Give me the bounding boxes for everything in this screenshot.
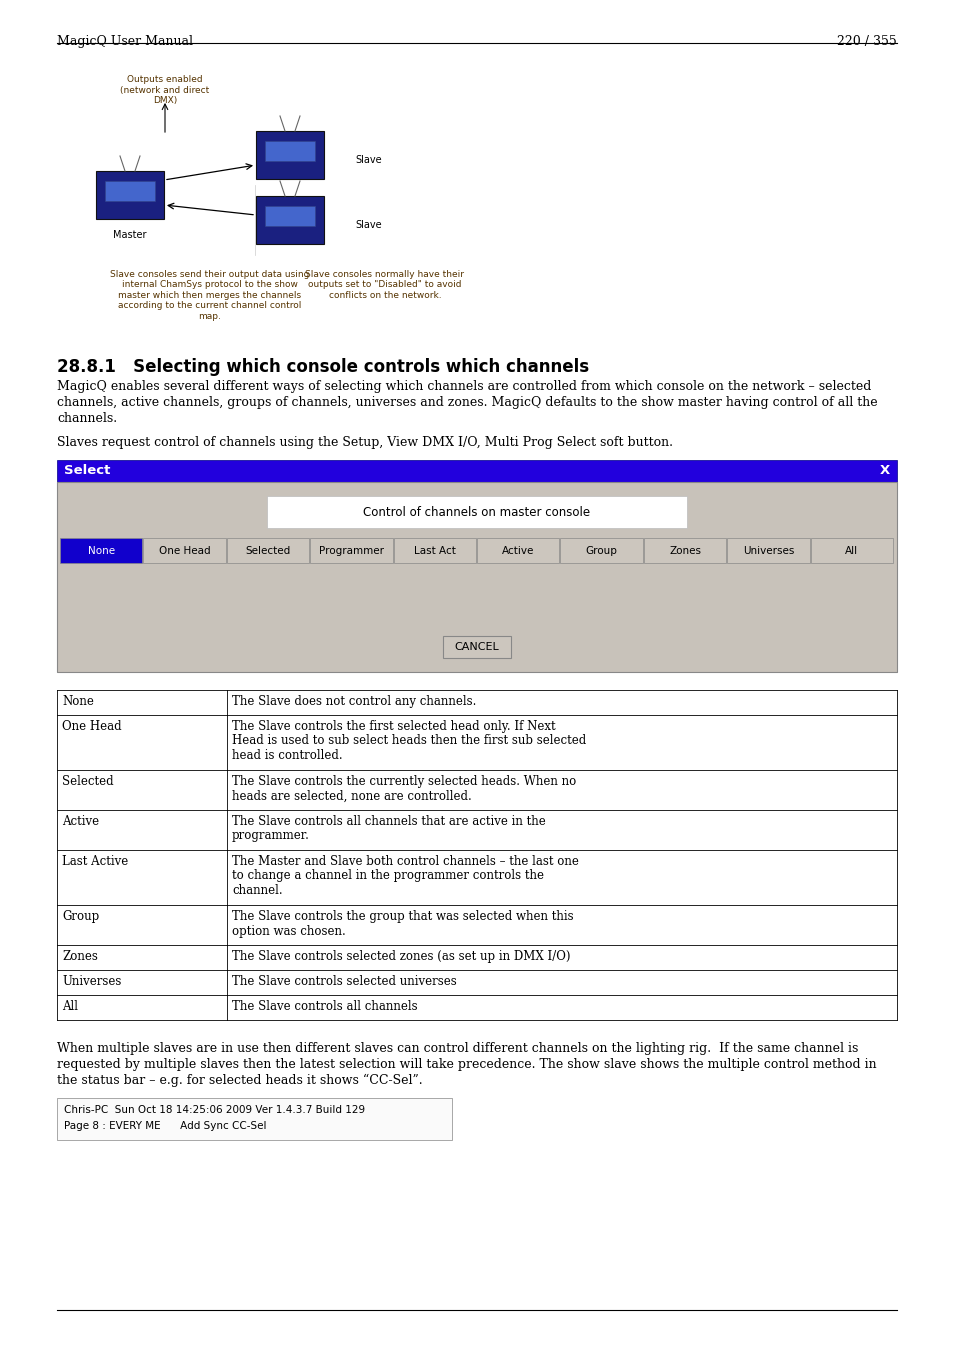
Text: CANCEL: CANCEL [455,643,498,652]
Text: 28.8.1   Selecting which console controls which channels: 28.8.1 Selecting which console controls … [57,358,589,377]
Text: Page 8 : EVERY ME      Add Sync CC-Sel: Page 8 : EVERY ME Add Sync CC-Sel [64,1120,266,1131]
Text: channels, active channels, groups of channels, universes and zones. MagicQ defau: channels, active channels, groups of cha… [57,396,877,409]
Text: The Slave does not control any channels.: The Slave does not control any channels. [232,695,476,707]
Text: When multiple slaves are in use then different slaves can control different chan: When multiple slaves are in use then dif… [57,1042,858,1054]
Text: Head is used to sub select heads then the first sub selected: Head is used to sub select heads then th… [232,734,586,748]
Text: MagicQ User Manual: MagicQ User Manual [57,35,193,49]
Text: 220 / 355: 220 / 355 [837,35,896,49]
Bar [57,460,896,482]
Text: Outputs enabled
(network and direct
DMX): Outputs enabled (network and direct DMX) [120,76,210,105]
Text: Universes: Universes [62,975,121,988]
Text: One Head: One Head [62,720,121,733]
Text: to change a channel in the programmer controls the: to change a channel in the programmer co… [232,869,543,883]
Bar [267,495,686,528]
Text: Control of channels on master console: Control of channels on master console [363,505,590,518]
Bar [227,539,309,563]
Text: Universes: Universes [742,545,793,555]
Text: heads are selected, none are controlled.: heads are selected, none are controlled. [232,790,471,802]
Text: channel.: channel. [232,884,282,896]
Text: Chris-PC  Sun Oct 18 14:25:06 2009 Ver 1.4.3.7 Build 129: Chris-PC Sun Oct 18 14:25:06 2009 Ver 1.… [64,1106,365,1115]
Text: None: None [88,545,114,555]
Bar [265,140,314,161]
Text: Selected: Selected [62,775,113,788]
Text: Active: Active [501,545,534,555]
Bar [394,539,476,563]
Text: All: All [844,545,858,555]
Text: Slaves request control of channels using the Setup, View DMX I/O, Multi Prog Sel: Slaves request control of channels using… [57,436,672,450]
Bar [57,482,896,672]
Text: X: X [879,464,889,477]
Text: None: None [62,695,93,707]
Text: Zones: Zones [668,545,700,555]
Text: The Slave controls all channels that are active in the: The Slave controls all channels that are… [232,815,545,828]
Bar [442,636,511,657]
Text: Slave: Slave [355,155,381,165]
Text: The Slave controls selected zones (as set up in DMX I/O): The Slave controls selected zones (as se… [232,950,570,963]
Bar [810,539,892,563]
Text: requested by multiple slaves then the latest selection will take precedence. The: requested by multiple slaves then the la… [57,1058,876,1071]
Text: Programmer: Programmer [318,545,383,555]
Text: All: All [62,1000,78,1012]
Text: head is controlled.: head is controlled. [232,749,342,761]
Text: Master: Master [113,230,147,240]
Text: Active: Active [62,815,99,828]
Text: Zones: Zones [62,950,98,963]
Bar [57,482,896,672]
Bar [255,196,324,244]
Text: Group: Group [62,910,99,923]
Bar [265,207,314,225]
Text: Slave consoles normally have their
outputs set to "Disabled" to avoid
conflicts : Slave consoles normally have their outpu… [305,270,464,300]
Text: The Slave controls the group that was selected when this: The Slave controls the group that was se… [232,910,573,923]
Bar [96,171,164,219]
Text: the status bar – e.g. for selected heads it shows “CC-Sel”.: the status bar – e.g. for selected heads… [57,1075,422,1087]
Text: One Head: One Head [158,545,211,555]
Bar [105,181,154,201]
Text: Selected: Selected [245,545,291,555]
Text: Last Act: Last Act [414,545,456,555]
Text: The Slave controls the currently selected heads. When no: The Slave controls the currently selecte… [232,775,576,788]
Text: programmer.: programmer. [232,829,310,842]
Text: Select: Select [64,464,111,477]
Bar [143,539,226,563]
Bar [57,1098,452,1139]
Text: Last Active: Last Active [62,855,128,868]
Bar [255,131,324,180]
Bar [476,539,558,563]
Bar [60,539,142,563]
Text: The Slave controls all channels: The Slave controls all channels [232,1000,417,1012]
Text: Slave consoles send their output data using
internal ChamSys protocol to the sho: Slave consoles send their output data us… [111,270,310,320]
Text: The Slave controls the first selected head only. If Next: The Slave controls the first selected he… [232,720,555,733]
Text: The Slave controls selected universes: The Slave controls selected universes [232,975,456,988]
Bar [310,539,393,563]
Text: Group: Group [585,545,617,555]
Bar [559,539,642,563]
Text: channels.: channels. [57,412,117,425]
Text: MagicQ enables several different ways of selecting which channels are controlled: MagicQ enables several different ways of… [57,379,870,393]
Text: The Master and Slave both control channels – the last one: The Master and Slave both control channe… [232,855,578,868]
Text: option was chosen.: option was chosen. [232,925,345,937]
Bar [726,539,809,563]
Text: Slave: Slave [355,220,381,230]
Bar [643,539,725,563]
